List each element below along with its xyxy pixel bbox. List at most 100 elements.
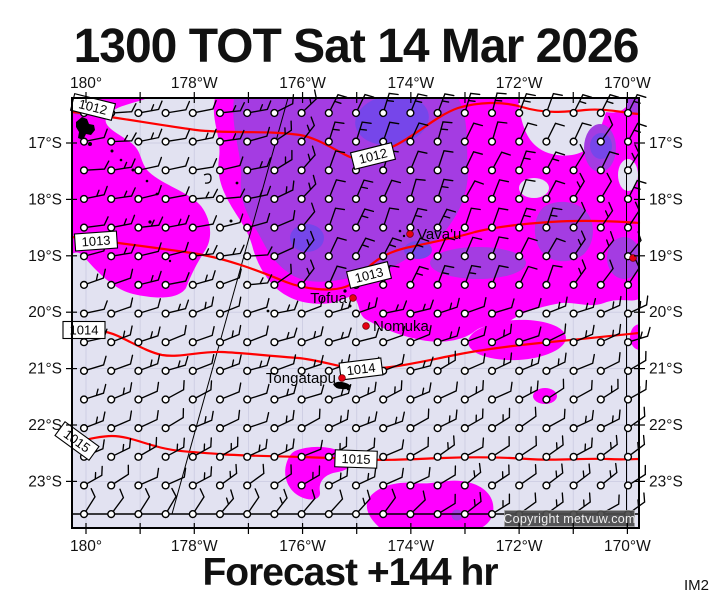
- wind-station-circle: [243, 481, 252, 490]
- wind-barb: [439, 350, 456, 370]
- wind-barb: [248, 488, 260, 512]
- wind-barb: [304, 439, 323, 457]
- wind-station-circle: [542, 309, 551, 318]
- wind-station-circle: [243, 252, 252, 261]
- lat-label-left: 23°S: [28, 473, 62, 490]
- lon-label-top: 178°W: [171, 75, 218, 92]
- wind-station-circle: [379, 481, 388, 490]
- wind-barb: [439, 465, 457, 485]
- place-marker-dot: [338, 374, 346, 382]
- wind-station-circle: [79, 252, 89, 261]
- wind-barb: [465, 92, 481, 111]
- wind-station-circle: [297, 194, 306, 204]
- wind-barb: [521, 297, 542, 314]
- wind-station-circle: [351, 509, 361, 519]
- wind-station-circle: [542, 108, 551, 118]
- wind-station-circle: [569, 137, 578, 146]
- wind-barb: [195, 326, 215, 342]
- wind-station-circle: [107, 309, 116, 318]
- wind-barb: [548, 435, 564, 456]
- wind-station-circle: [596, 137, 605, 146]
- wind-station-circle: [79, 424, 89, 433]
- wind-station-circle: [297, 166, 306, 175]
- wind-station-circle: [542, 137, 551, 146]
- wind-barb: [276, 263, 292, 284]
- isobar-label-box: [73, 230, 119, 252]
- wind-station-circle: [79, 194, 89, 204]
- wind-barb: [168, 437, 185, 456]
- wind-barb: [167, 408, 185, 428]
- wind-barb: [114, 243, 136, 257]
- wind-barb: [603, 323, 622, 342]
- wind-station-circle: [134, 252, 143, 261]
- wind-station-circle: [460, 108, 469, 118]
- wind-station-circle: [515, 137, 524, 146]
- wind-station-circle: [243, 395, 252, 404]
- island-dot: [148, 220, 152, 224]
- wind-station-circle: [487, 223, 497, 232]
- wind-station-circle: [188, 137, 197, 146]
- wind-station-circle: [161, 252, 170, 261]
- wind-station-circle: [596, 280, 605, 290]
- wind-barb: [329, 236, 347, 254]
- wind-station-circle: [134, 338, 143, 347]
- wind-barb: [439, 435, 455, 456]
- wind-barb: [304, 296, 324, 313]
- wind-station-circle: [188, 223, 197, 232]
- wind-station-circle: [270, 424, 279, 433]
- wind-barb: [437, 121, 453, 139]
- lon-label-bottom: 176°W: [279, 538, 326, 555]
- lon-label-top: 174°W: [387, 75, 434, 92]
- wind-station-circle: [215, 366, 225, 375]
- wind-barb: [492, 179, 510, 197]
- wind-station-circle: [351, 252, 361, 261]
- wind-barb: [548, 323, 567, 342]
- wind-barb: [329, 150, 346, 168]
- wind-station-circle: [324, 424, 333, 433]
- wind-barb: [249, 100, 272, 114]
- wind-barb: [194, 488, 205, 512]
- wind-station-circle: [379, 452, 388, 461]
- wind-barb: [546, 264, 563, 283]
- wind-barb: [575, 463, 591, 484]
- wind-station-circle: [515, 338, 524, 347]
- wind-barb: [467, 325, 487, 342]
- wind-station-circle: [569, 395, 578, 404]
- wind-barb: [329, 121, 345, 139]
- wind-station-circle: [161, 481, 170, 490]
- wind-barb: [385, 300, 408, 314]
- wind-station-circle: [596, 395, 605, 404]
- wind-barb: [575, 492, 591, 513]
- wind-station-circle: [433, 395, 442, 404]
- wind-barb: [168, 380, 185, 399]
- wind-barb: [438, 236, 456, 254]
- wind-station-circle: [515, 166, 524, 175]
- wind-station-circle: [433, 280, 442, 290]
- wind-barb: [113, 410, 133, 428]
- wind-barb: [546, 207, 563, 225]
- wind-station-circle: [107, 424, 116, 433]
- wind-station-circle: [215, 252, 225, 261]
- wind-station-circle: [215, 223, 225, 232]
- wind-station-circle: [107, 194, 116, 204]
- wind-station-circle: [107, 509, 116, 519]
- wind-barb: [222, 129, 245, 142]
- wind-station-circle: [243, 108, 252, 118]
- wind-barb: [222, 409, 241, 428]
- wind-station-circle: [406, 481, 415, 490]
- wind-barb: [195, 244, 218, 257]
- lon-label-top: 180°: [70, 75, 102, 92]
- wind-barb: [548, 408, 566, 428]
- lon-label-top: 172°W: [496, 75, 543, 92]
- wind-barb: [465, 236, 483, 254]
- wind-barb: [492, 207, 509, 225]
- wind-station-circle: [487, 280, 497, 290]
- wind-barb: [547, 151, 566, 168]
- wind-barb: [547, 122, 565, 140]
- wind-station-circle: [324, 166, 333, 175]
- wind-barb: [195, 296, 215, 313]
- wind-station-circle: [188, 194, 197, 204]
- wind-barb: [467, 353, 486, 371]
- wind-station-circle: [515, 452, 524, 461]
- wind-barb: [168, 467, 187, 485]
